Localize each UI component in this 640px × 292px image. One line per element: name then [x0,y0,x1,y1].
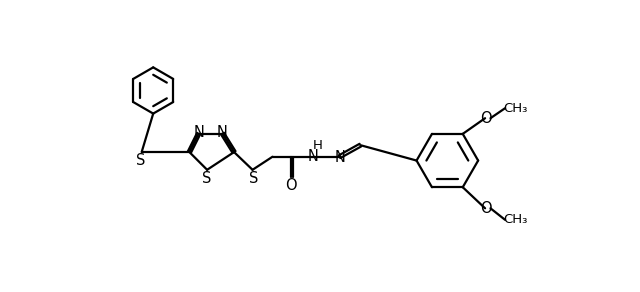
Text: N: N [308,149,319,164]
Text: O: O [480,201,492,216]
Text: S: S [202,171,212,186]
Text: O: O [480,111,492,126]
Text: S: S [248,171,258,186]
Text: CH₃: CH₃ [504,213,528,226]
Text: N: N [335,150,346,165]
Text: H: H [313,139,323,152]
Text: N: N [193,125,204,140]
Text: O: O [285,178,297,194]
Text: N: N [217,125,228,140]
Text: CH₃: CH₃ [504,102,528,115]
Text: S: S [136,153,145,168]
